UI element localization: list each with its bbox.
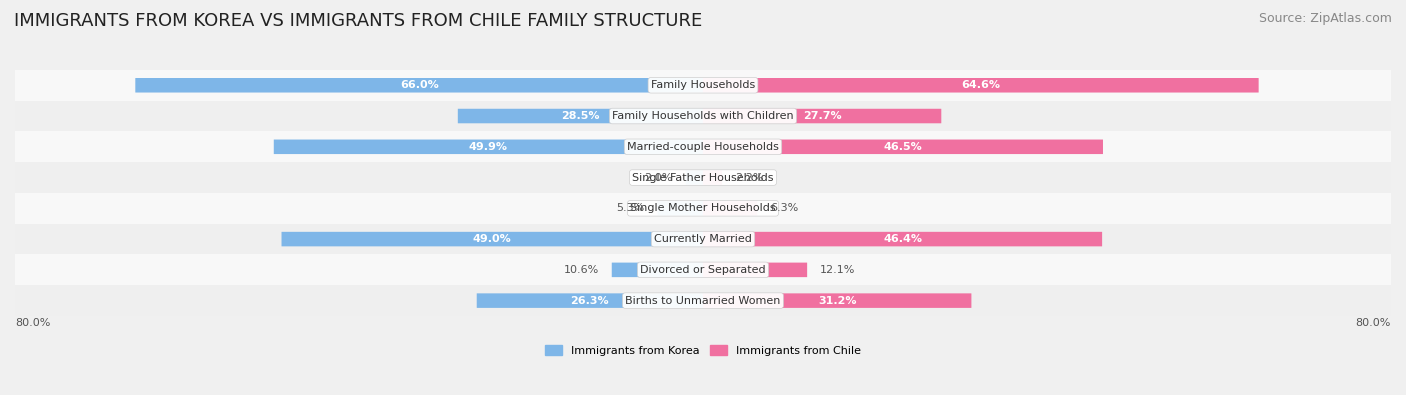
FancyBboxPatch shape [612, 263, 703, 277]
FancyBboxPatch shape [658, 201, 703, 216]
Text: Family Households: Family Households [651, 80, 755, 90]
Bar [15, 254, 1391, 285]
Text: IMMIGRANTS FROM KOREA VS IMMIGRANTS FROM CHILE FAMILY STRUCTURE: IMMIGRANTS FROM KOREA VS IMMIGRANTS FROM… [14, 12, 703, 30]
FancyBboxPatch shape [274, 139, 703, 154]
Text: 80.0%: 80.0% [1355, 318, 1391, 328]
Text: 2.2%: 2.2% [735, 173, 763, 182]
Text: 5.3%: 5.3% [616, 203, 644, 213]
Text: 64.6%: 64.6% [962, 80, 1000, 90]
Text: Divorced or Separated: Divorced or Separated [640, 265, 766, 275]
Text: Family Households with Children: Family Households with Children [612, 111, 794, 121]
FancyBboxPatch shape [135, 78, 703, 92]
Bar [15, 162, 1391, 193]
Text: Source: ZipAtlas.com: Source: ZipAtlas.com [1258, 12, 1392, 25]
Bar [15, 285, 1391, 316]
FancyBboxPatch shape [477, 293, 703, 308]
Legend: Immigrants from Korea, Immigrants from Chile: Immigrants from Korea, Immigrants from C… [546, 345, 860, 356]
Bar [15, 132, 1391, 162]
Text: Births to Unmarried Women: Births to Unmarried Women [626, 295, 780, 306]
Text: 80.0%: 80.0% [15, 318, 51, 328]
FancyBboxPatch shape [458, 109, 703, 123]
Text: 12.1%: 12.1% [820, 265, 855, 275]
Text: 31.2%: 31.2% [818, 295, 856, 306]
Bar [15, 70, 1391, 101]
Text: Single Father Households: Single Father Households [633, 173, 773, 182]
Bar [15, 224, 1391, 254]
Text: Married-couple Households: Married-couple Households [627, 142, 779, 152]
Text: 28.5%: 28.5% [561, 111, 600, 121]
FancyBboxPatch shape [703, 109, 941, 123]
Text: 26.3%: 26.3% [571, 295, 609, 306]
Text: 27.7%: 27.7% [803, 111, 841, 121]
FancyBboxPatch shape [703, 78, 1258, 92]
FancyBboxPatch shape [703, 139, 1102, 154]
Text: Currently Married: Currently Married [654, 234, 752, 244]
Text: 46.5%: 46.5% [883, 142, 922, 152]
Text: 46.4%: 46.4% [883, 234, 922, 244]
Text: 49.0%: 49.0% [472, 234, 512, 244]
FancyBboxPatch shape [703, 201, 758, 216]
Bar [15, 101, 1391, 132]
FancyBboxPatch shape [703, 170, 723, 185]
Text: 2.0%: 2.0% [644, 173, 673, 182]
Text: Single Mother Households: Single Mother Households [630, 203, 776, 213]
FancyBboxPatch shape [703, 232, 1102, 246]
Text: 66.0%: 66.0% [399, 80, 439, 90]
Bar [15, 193, 1391, 224]
Text: 6.3%: 6.3% [770, 203, 799, 213]
FancyBboxPatch shape [703, 293, 972, 308]
Text: 49.9%: 49.9% [470, 142, 508, 152]
Text: 10.6%: 10.6% [564, 265, 599, 275]
FancyBboxPatch shape [686, 170, 703, 185]
FancyBboxPatch shape [281, 232, 703, 246]
FancyBboxPatch shape [703, 263, 807, 277]
